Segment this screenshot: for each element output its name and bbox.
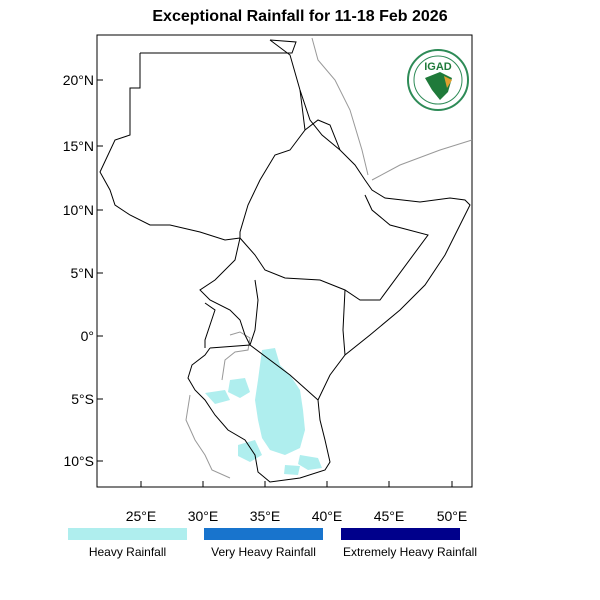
lat-tick: 10°S xyxy=(63,453,94,469)
lon-tick: 35°E xyxy=(249,508,281,524)
lat-tick: 10°N xyxy=(62,202,94,218)
legend-swatch-very-heavy xyxy=(204,528,323,540)
lon-tick: 50°E xyxy=(436,508,468,524)
lat-tick: 5°S xyxy=(71,391,94,407)
lat-tick: 0° xyxy=(80,328,94,344)
legend-swatch-extremely-heavy xyxy=(341,528,460,540)
legend-label-very-heavy: Very Heavy Rainfall xyxy=(211,545,316,559)
map-frame xyxy=(96,34,473,488)
lon-tick: 30°E xyxy=(187,508,219,524)
heavy-rainfall-areas xyxy=(205,348,322,475)
lon-tick: 40°E xyxy=(311,508,343,524)
lat-tick: 15°N xyxy=(62,138,94,154)
lon-tick: 45°E xyxy=(373,508,405,524)
legend-label-heavy: Heavy Rainfall xyxy=(88,545,167,559)
lat-tick: 5°N xyxy=(70,265,95,281)
axis-ticks xyxy=(97,79,453,487)
svg-text:IGAD: IGAD xyxy=(424,61,452,73)
lat-tick: 20°N xyxy=(62,72,94,88)
igad-logo: IGAD xyxy=(407,49,469,111)
legend-label-extremely-heavy: Extremely Heavy Rainfall xyxy=(342,545,478,559)
neighbour-borders xyxy=(185,37,473,479)
lon-tick: 25°E xyxy=(125,508,157,524)
country-borders xyxy=(99,39,471,483)
legend-swatch-heavy xyxy=(68,528,187,540)
map-title: Exceptional Rainfall for 11-18 Feb 2026 xyxy=(152,8,448,25)
